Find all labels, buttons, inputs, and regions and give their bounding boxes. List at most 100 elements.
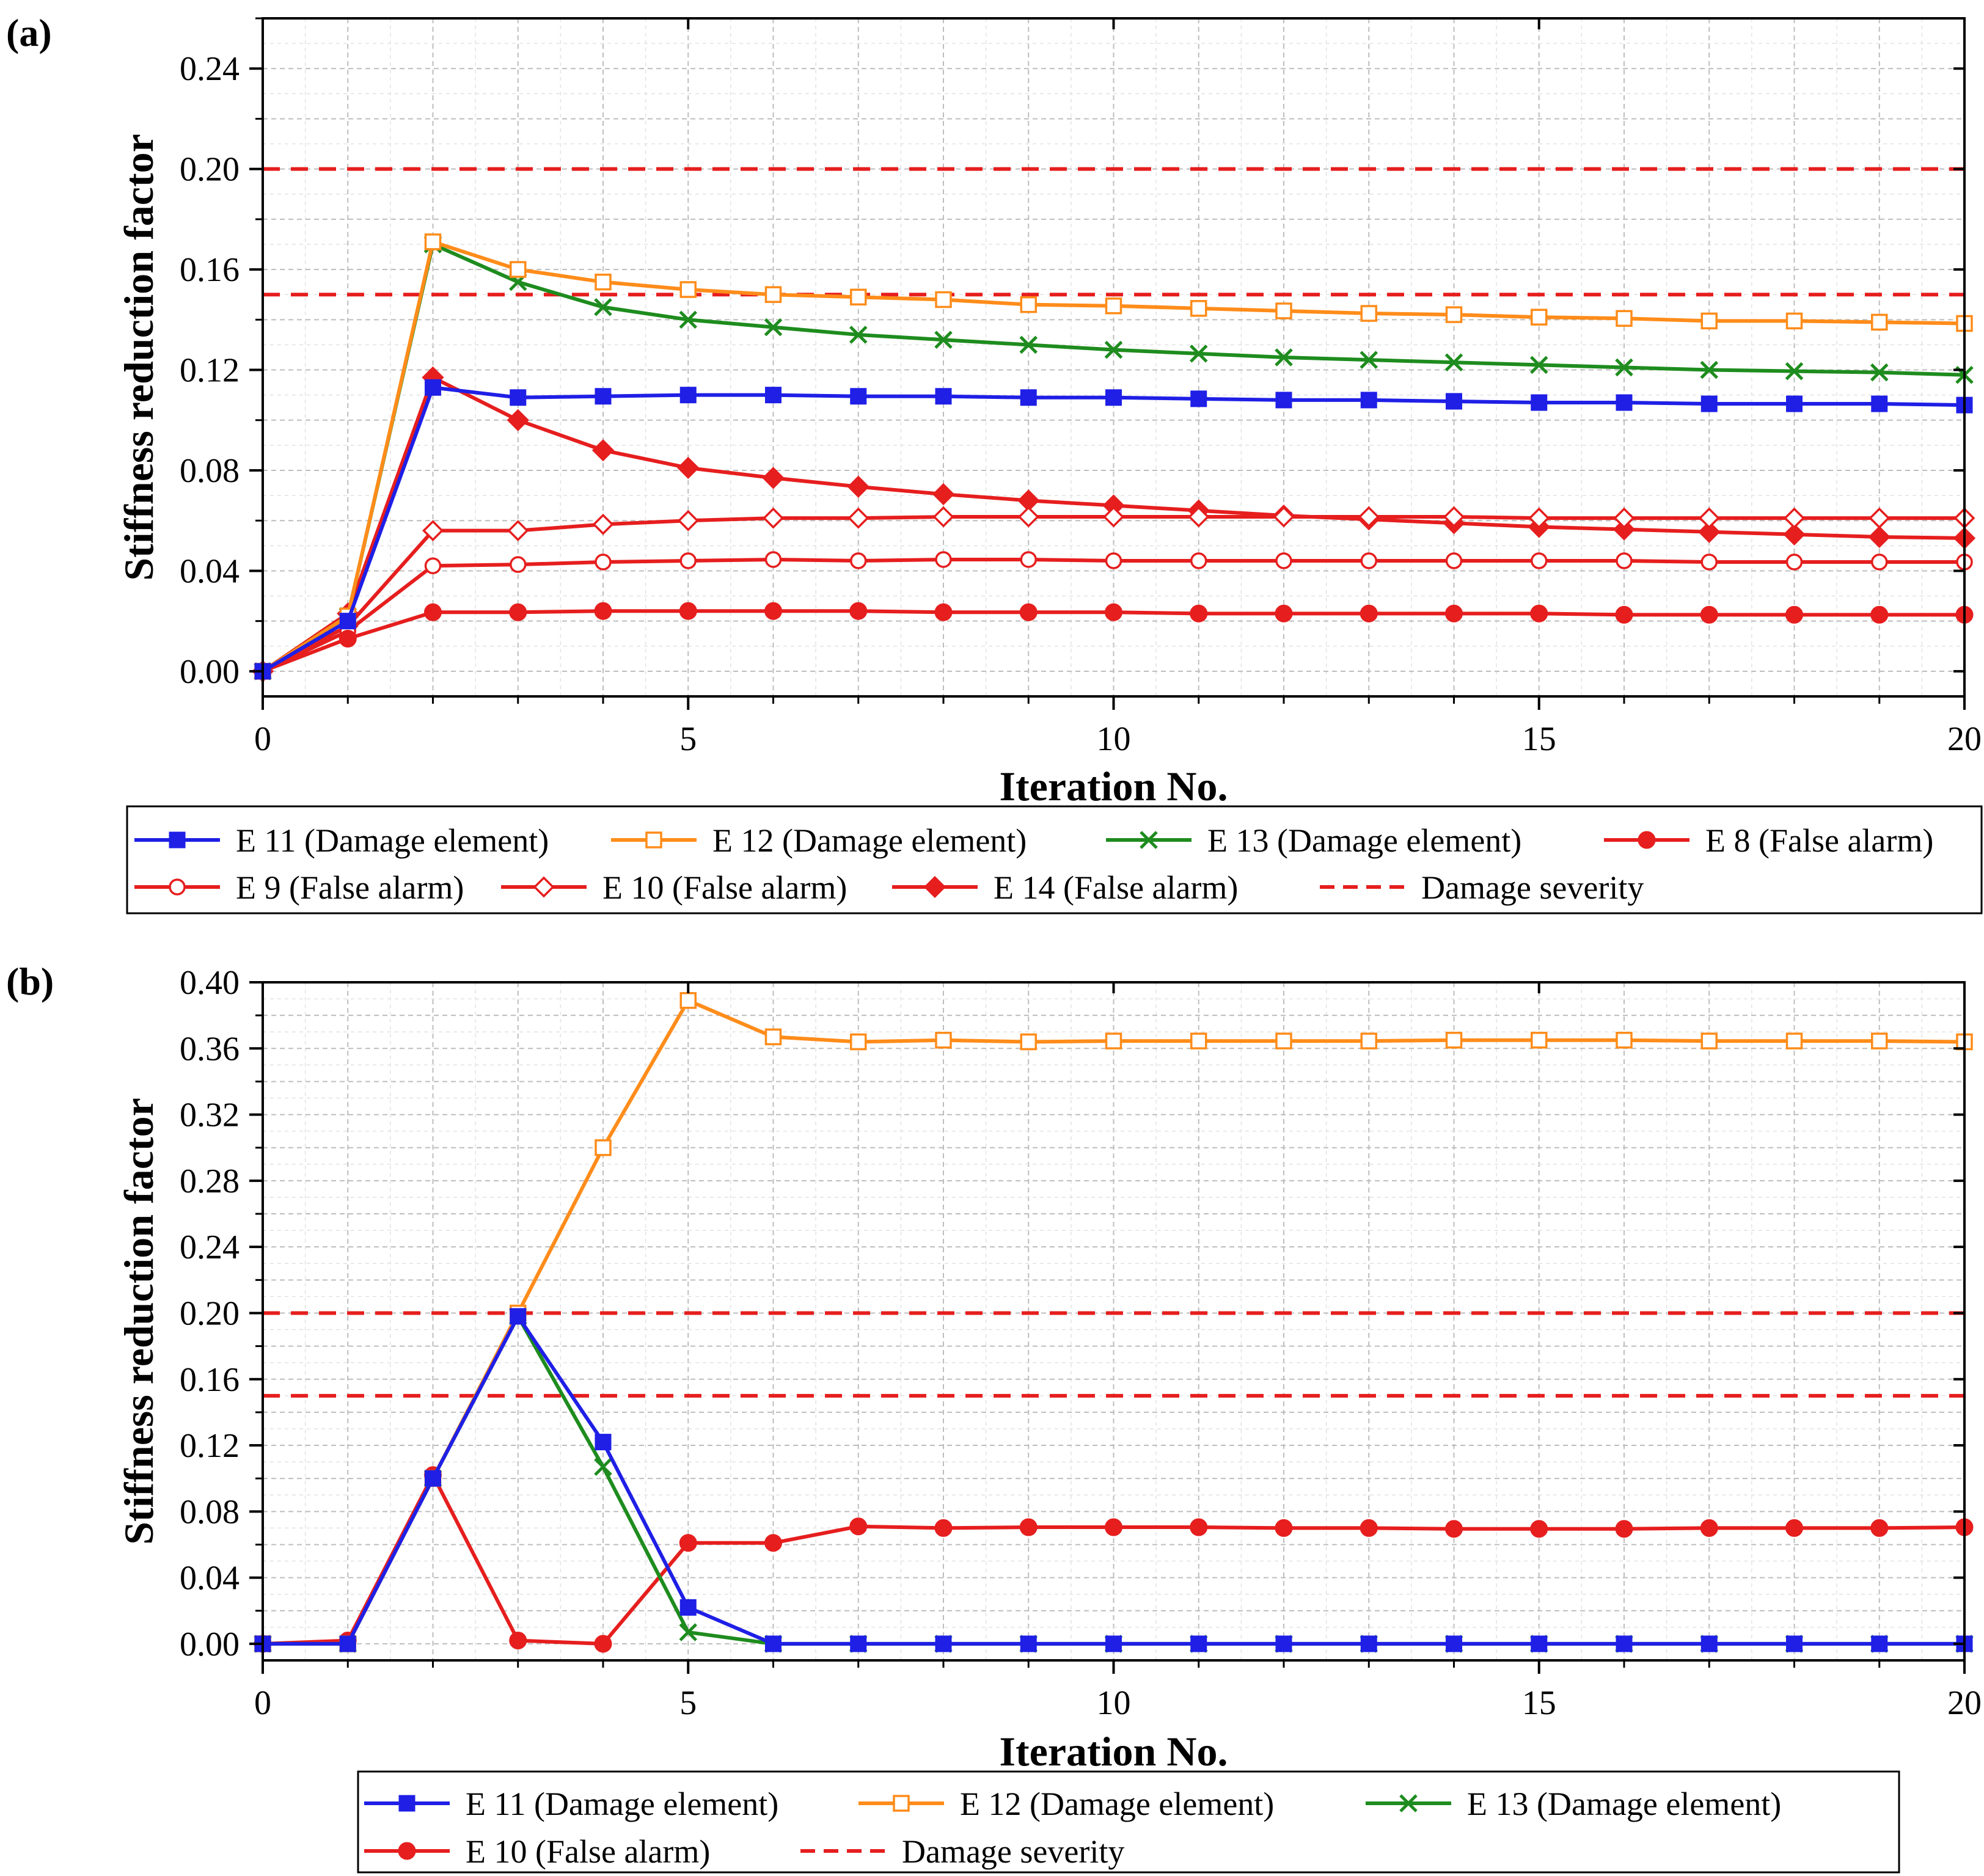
- x-axis-label: Iteration No.: [1000, 763, 1228, 809]
- y-tick-label: 0.40: [180, 964, 240, 1002]
- legend-label: E 11 (Damage element): [466, 1786, 778, 1822]
- legend-label: E 11 (Damage element): [236, 822, 549, 859]
- data-point: [1020, 1635, 1037, 1652]
- data-point: [679, 281, 697, 298]
- data-point: [1105, 1032, 1122, 1049]
- data-point: [1275, 552, 1292, 569]
- data-point: [1700, 605, 1718, 624]
- legend-label: E 12 (Damage element): [960, 1786, 1274, 1822]
- legend-marker: [1140, 831, 1158, 849]
- data-point: [1445, 604, 1463, 622]
- legend-label: E 10 (False alarm): [466, 1833, 710, 1870]
- data-point: [1700, 1635, 1718, 1652]
- legend-label: E 8 (False alarm): [1705, 822, 1933, 859]
- data-point: [339, 613, 356, 630]
- series-e11: [254, 1308, 1973, 1652]
- legend-entry: E 12 (Damage element): [611, 822, 1027, 859]
- series-e13: [254, 235, 1974, 681]
- data-point: [1445, 552, 1463, 569]
- data-point: [1530, 604, 1548, 622]
- y-tick-label: 0.08: [180, 452, 240, 490]
- data-point: [1360, 1635, 1377, 1652]
- legend-label: Damage severity: [902, 1833, 1124, 1870]
- data-point: [677, 456, 700, 480]
- data-point: [594, 298, 612, 316]
- data-point: [592, 513, 614, 535]
- data-point: [1275, 1635, 1292, 1652]
- legend-entry: E 12 (Damage element): [858, 1786, 1274, 1822]
- legend-label: E 10 (False alarm): [602, 869, 847, 906]
- y-tick-label: 0.12: [180, 1427, 240, 1465]
- y-tick-label: 0.04: [180, 552, 240, 590]
- y-tick-label: 0.00: [180, 1626, 240, 1663]
- data-point: [1700, 360, 1719, 379]
- legend-box: [357, 1770, 1900, 1874]
- x-tick-label: 0: [254, 1684, 271, 1722]
- y-tick-label: 0.04: [180, 1560, 240, 1597]
- data-point: [510, 261, 527, 278]
- data-point: [1870, 363, 1889, 382]
- data-point: [1531, 552, 1548, 569]
- x-tick-label: 10: [1097, 720, 1131, 758]
- data-point: [1785, 605, 1803, 624]
- legend-label: E 13 (Damage element): [1207, 822, 1521, 859]
- data-point: [1189, 345, 1208, 363]
- data-point: [679, 602, 697, 620]
- data-point: [1700, 1519, 1718, 1537]
- data-point: [1445, 1520, 1463, 1538]
- y-tick-label: 0.16: [180, 251, 240, 289]
- legend-label: E 12 (Damage element): [712, 822, 1027, 859]
- data-point: [764, 318, 783, 337]
- x-tick-label: 15: [1522, 720, 1556, 758]
- data-point: [1784, 507, 1805, 529]
- data-point: [1444, 353, 1463, 371]
- data-point: [679, 1623, 698, 1641]
- data-point: [1616, 552, 1633, 569]
- data-point: [935, 1635, 952, 1652]
- data-point: [847, 507, 869, 529]
- data-point: [1190, 552, 1207, 569]
- data-point: [679, 1599, 697, 1616]
- data-point: [595, 273, 612, 291]
- data-point: [425, 379, 441, 396]
- data-point: [591, 439, 615, 462]
- data-point: [1105, 603, 1122, 621]
- data-point: [935, 388, 952, 405]
- data-point: [850, 388, 867, 405]
- data-point: [595, 1139, 612, 1156]
- legend-entry: Damage severity: [800, 1833, 1124, 1870]
- series-e11: [254, 379, 1973, 680]
- data-point: [763, 507, 784, 529]
- y-tick-label: 0.32: [180, 1097, 240, 1134]
- data-point: [1531, 308, 1548, 326]
- x-tick-label: 20: [1947, 720, 1982, 758]
- data-point: [594, 1635, 612, 1653]
- data-point: [1105, 1635, 1122, 1652]
- data-point: [849, 602, 868, 620]
- data-point: [1785, 312, 1803, 330]
- y-tick-label: 0.24: [180, 50, 240, 88]
- data-point: [679, 387, 697, 404]
- x-tick-label: 5: [679, 720, 697, 758]
- data-point: [1871, 1635, 1888, 1652]
- data-point: [510, 1308, 527, 1325]
- data-point: [764, 602, 782, 620]
- data-point: [932, 506, 954, 528]
- legend-marker: [893, 1795, 910, 1812]
- data-point: [422, 520, 444, 542]
- x-tick-label: 0: [254, 720, 271, 758]
- series-e12: [254, 233, 1973, 680]
- data-point: [1360, 1032, 1377, 1049]
- data-point: [339, 629, 357, 648]
- data-point: [1871, 313, 1888, 331]
- data-point: [507, 520, 529, 542]
- data-point: [424, 557, 442, 574]
- legend-box: [126, 805, 1983, 914]
- data-point: [1531, 394, 1548, 411]
- data-point: [935, 551, 952, 568]
- data-point: [764, 551, 782, 568]
- data-point: [594, 1458, 612, 1476]
- data-point: [679, 310, 698, 329]
- data-point: [1360, 552, 1377, 569]
- series-e8: [254, 602, 1974, 681]
